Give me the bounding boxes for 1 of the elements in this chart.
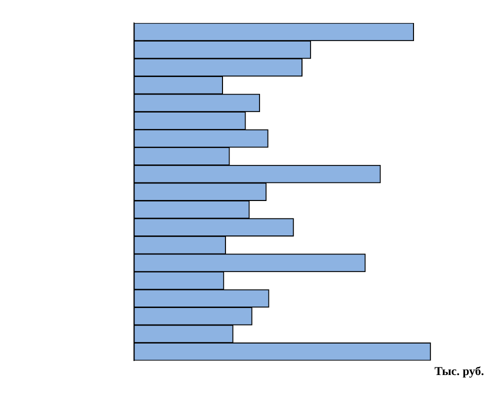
x-axis-title: Тыс. руб. [434, 364, 484, 378]
